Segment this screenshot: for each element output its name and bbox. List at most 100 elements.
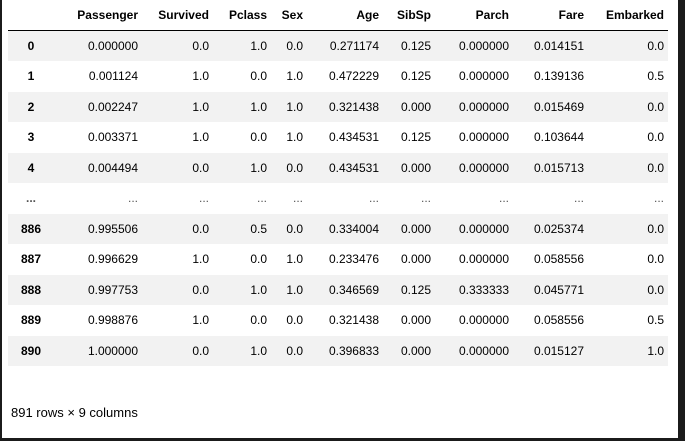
table-cell: 0.0 xyxy=(250,69,267,84)
table-cell: 0.0 xyxy=(647,252,664,267)
table-cell: 0.0 xyxy=(286,343,303,358)
column-header: Survived xyxy=(142,0,213,31)
column-header: Pclass xyxy=(213,0,271,31)
table-cell: 0.000000 xyxy=(458,343,509,358)
table-cell: ... xyxy=(498,191,509,206)
table-cell: 0.0 xyxy=(250,313,267,328)
dataframe-table: Passenger Survived Pclass Sex Age SibSp Parch F… xyxy=(8,0,668,366)
table-cell: 0.472229 xyxy=(328,69,379,84)
table-cell: 0.000 xyxy=(400,221,431,236)
column-header: SibSp xyxy=(383,0,435,31)
column-header: Embarked xyxy=(588,0,668,31)
table-cell: 0.015127 xyxy=(533,343,584,358)
table-row: 1 0.001124 1.0 0.0 1.0 0.472229 0.125 0.000000 0… xyxy=(8,61,668,92)
table-cell: 0.0 xyxy=(192,160,209,175)
table-cell: 1.0 xyxy=(192,130,209,145)
table-cell: 0.003371 xyxy=(87,130,138,145)
table-cell: 0.0 xyxy=(192,39,209,53)
table-cell: 0.321438 xyxy=(328,313,379,328)
row-index: 888 xyxy=(20,282,42,297)
table-cell: 0.0 xyxy=(286,221,303,236)
table-cell: ... xyxy=(573,191,584,206)
table-cell: 1.0 xyxy=(286,130,303,145)
table-cell: 1.0 xyxy=(286,252,303,267)
table-cell: 1.000000 xyxy=(87,343,138,358)
table-cell: 0.000 xyxy=(400,313,431,328)
column-header: Parch xyxy=(435,0,513,31)
table-cell: 0.125 xyxy=(400,39,431,53)
table-cell: 0.000 xyxy=(400,160,431,175)
table-cell: 0.0 xyxy=(286,39,303,53)
table-cell: 0.015469 xyxy=(533,99,584,114)
table-cell: 0.000000 xyxy=(458,221,509,236)
table-cell: ... xyxy=(653,191,664,206)
table-cell: ... xyxy=(256,191,267,206)
row-index: 3 xyxy=(27,130,35,145)
column-header: Age xyxy=(307,0,383,31)
table-cell: 0.000000 xyxy=(458,252,509,267)
table-cell: 0.333333 xyxy=(458,282,509,297)
column-header: Passenger xyxy=(54,0,142,31)
table-cell: 0.000000 xyxy=(458,160,509,175)
row-index: 890 xyxy=(20,343,42,358)
table-cell: 1.0 xyxy=(286,282,303,297)
table-cell: 1.0 xyxy=(250,343,267,358)
table-cell: 1.0 xyxy=(250,99,267,114)
row-index: 887 xyxy=(20,252,42,267)
table-cell: 0.5 xyxy=(250,221,267,236)
table-row: 3 0.003371 1.0 0.0 1.0 0.434531 0.125 0.000000 0… xyxy=(8,122,668,153)
table-cell: 0.0 xyxy=(647,282,664,297)
row-index: ... xyxy=(25,191,36,206)
column-header: Sex xyxy=(271,0,307,31)
table-cell: 1.0 xyxy=(250,282,267,297)
table-cell: 0.002247 xyxy=(87,99,138,114)
table-cell: 0.396833 xyxy=(328,343,379,358)
shape-summary: 891 rows × 9 columns xyxy=(11,405,138,420)
table-cell: 1.0 xyxy=(192,252,209,267)
row-index: 0 xyxy=(27,39,35,53)
table-cell: 1.0 xyxy=(250,39,267,53)
table-cell: 0.434531 xyxy=(328,130,379,145)
table-cell: 1.0 xyxy=(286,69,303,84)
table-cell: 0.0 xyxy=(647,130,664,145)
table-row: 2 0.002247 1.0 1.0 1.0 0.321438 0.000 0.000000 0… xyxy=(8,91,668,122)
table-cell: 0.000000 xyxy=(458,69,509,84)
table-cell: 0.139136 xyxy=(533,69,584,84)
table-cell: 0.346569 xyxy=(328,282,379,297)
table-cell: 0.0 xyxy=(192,343,209,358)
table-cell: 1.0 xyxy=(286,99,303,114)
table-cell: 0.434531 xyxy=(328,160,379,175)
table-cell: 0.000000 xyxy=(458,99,509,114)
table-row: 887 0.996629 1.0 0.0 1.0 0.233476 0.000 0.00000… xyxy=(8,244,668,275)
table-cell: 1.0 xyxy=(647,343,664,358)
table-cell: 0.0 xyxy=(192,282,209,297)
table-cell: 0.0 xyxy=(250,130,267,145)
table-row: 0 0.000000 0.0 1.0 0.0 0.271174 0.125 0.000000 0… xyxy=(8,30,668,61)
table-cell: 0.0 xyxy=(647,39,664,53)
table-cell: 0.996629 xyxy=(87,252,138,267)
table-cell: 1.0 xyxy=(192,313,209,328)
table-cell: ... xyxy=(127,191,138,206)
table-cell: ... xyxy=(368,191,379,206)
table-row: 886 0.995506 0.0 0.5 0.0 0.334004 0.000 0.00000… xyxy=(8,213,668,244)
table-cell: 1.0 xyxy=(192,69,209,84)
table-cell: 0.000 xyxy=(400,99,431,114)
row-index: 2 xyxy=(27,99,35,114)
table-cell: 0.0 xyxy=(286,313,303,328)
row-index: 886 xyxy=(20,221,42,236)
table-cell: 0.321438 xyxy=(328,99,379,114)
ellipsis-row: .............................. xyxy=(8,183,668,214)
table-cell: ... xyxy=(198,191,209,206)
table-row: 890 1.000000 0.0 1.0 0.0 0.396833 0.000 0.00000… xyxy=(8,335,668,366)
table-cell: 1.0 xyxy=(250,160,267,175)
table-cell: ... xyxy=(420,191,431,206)
table-cell: 0.5 xyxy=(647,69,664,84)
table-cell: ... xyxy=(292,191,303,206)
table-cell: 0.025374 xyxy=(533,221,584,236)
table-cell: 1.0 xyxy=(192,99,209,114)
table-cell: 0.125 xyxy=(400,130,431,145)
table-cell: 0.000000 xyxy=(458,313,509,328)
column-header: Fare xyxy=(513,0,588,31)
table-cell: 0.000000 xyxy=(458,39,509,53)
table-cell: 0.000 xyxy=(400,343,431,358)
